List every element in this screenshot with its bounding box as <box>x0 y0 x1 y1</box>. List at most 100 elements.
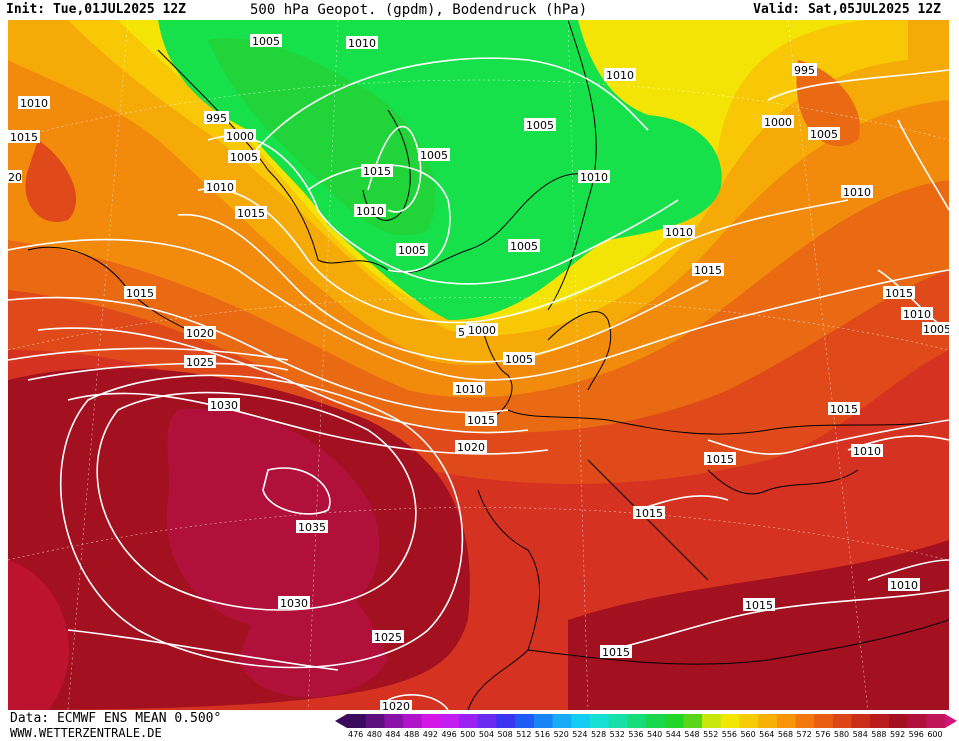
scale-tick-label: 568 <box>778 730 793 739</box>
svg-text:1015: 1015 <box>706 453 734 466</box>
svg-text:1010: 1010 <box>356 205 384 218</box>
isobar-label: 20 <box>8 170 22 184</box>
scale-tick-label: 588 <box>871 730 886 739</box>
isobar-label: 1000 <box>762 115 794 129</box>
scale-tick-label: 492 <box>423 730 438 739</box>
scale-tick-label: 516 <box>535 730 550 739</box>
isobar-label: 1005 <box>503 352 535 366</box>
isobar-labels: 1005 1010 1010 1015 20 995 1000 1005 101… <box>8 34 949 710</box>
svg-text:1005: 1005 <box>420 149 448 162</box>
isobar-label: 1025 <box>372 630 404 644</box>
scale-arrow-left <box>335 714 347 728</box>
scale-swatch <box>739 714 759 728</box>
svg-text:1025: 1025 <box>186 356 214 369</box>
scale-tick-label: 512 <box>516 730 531 739</box>
scale-swatch <box>832 714 853 728</box>
weather-map: 1005 1010 1010 1015 20 995 1000 1005 101… <box>8 20 949 710</box>
svg-text:1000: 1000 <box>764 116 792 129</box>
scale-swatch <box>459 714 479 728</box>
svg-text:1010: 1010 <box>606 69 634 82</box>
svg-text:1020: 1020 <box>457 441 485 454</box>
isobar-label: 1010 <box>204 180 236 194</box>
isobar-label: 1005 <box>418 148 450 162</box>
isobar-label: 1010 <box>663 225 695 239</box>
svg-text:1005: 1005 <box>510 240 538 253</box>
svg-text:1015: 1015 <box>467 414 495 427</box>
scale-tick-label: 488 <box>404 730 419 739</box>
scale-tick-label: 496 <box>441 730 456 739</box>
isobar-label: 1025 <box>184 355 216 369</box>
scale-swatch <box>646 714 666 728</box>
scale-tick-label: 480 <box>367 730 382 739</box>
init-time-label: Init: Tue,01JUL2025 12Z <box>6 2 187 17</box>
scale-tick-label: 484 <box>385 730 400 739</box>
isobar-label: 1015 <box>600 645 632 659</box>
isobar-label: 1005 <box>228 150 260 164</box>
svg-text:20: 20 <box>8 171 22 184</box>
svg-text:1015: 1015 <box>694 264 722 277</box>
isobar-label: 995 <box>204 111 229 125</box>
svg-text:1005: 1005 <box>505 353 533 366</box>
svg-text:1010: 1010 <box>903 308 931 321</box>
svg-text:995: 995 <box>794 64 815 77</box>
scale-tick-label: 524 <box>572 730 587 739</box>
scale-tick-label: 564 <box>759 730 774 739</box>
svg-text:1015: 1015 <box>237 207 265 220</box>
color-scale-legend: 476 480 484 488 492 496 500 504 508 512 516 520 524 5… <box>335 714 957 739</box>
scale-swatch <box>515 714 535 728</box>
scale-swatch <box>421 714 441 728</box>
isobar-label: 1005 <box>250 34 282 48</box>
scale-swatch <box>365 714 385 728</box>
scale-swatch <box>795 714 815 728</box>
isobar-label: 1010 <box>888 578 920 592</box>
isobar-label: 1010 <box>578 170 610 184</box>
isobar-label: 1010 <box>851 444 883 458</box>
scale-tick-label: 576 <box>815 730 830 739</box>
svg-text:1005: 1005 <box>810 128 838 141</box>
svg-text:1005: 1005 <box>252 35 280 48</box>
scale-tick-label: 508 <box>498 730 513 739</box>
isobar-label: 1030 <box>208 398 240 412</box>
scale-tick-label: 584 <box>853 730 868 739</box>
scale-tick-label: 556 <box>722 730 737 739</box>
isobar-label: 1015 <box>743 598 775 612</box>
scale-tick-label: 592 <box>890 730 905 739</box>
svg-text:1005: 1005 <box>923 323 949 336</box>
scale-tick-label: 580 <box>834 730 849 739</box>
scale-swatch <box>533 714 554 728</box>
isobar-label: 1005 <box>808 127 840 141</box>
svg-text:1010: 1010 <box>665 226 693 239</box>
svg-text:1010: 1010 <box>20 97 48 110</box>
isobar-label: 1020 <box>380 700 412 710</box>
scale-tick-label: 500 <box>460 730 475 739</box>
scale-swatch <box>926 714 946 728</box>
scale-swatch <box>403 714 423 728</box>
website-label: WWW.WETTERZENTRALE.DE <box>10 726 162 740</box>
scale-swatch <box>384 714 404 728</box>
svg-text:1015: 1015 <box>602 646 630 659</box>
isobar-label: 1000 <box>224 129 256 143</box>
scale-tick-label: 572 <box>797 730 812 739</box>
scale-swatch <box>608 714 628 728</box>
scale-tick-label: 596 <box>909 730 924 739</box>
valid-time-label: Valid: Sat,05JUL2025 12Z <box>753 2 941 17</box>
svg-text:5: 5 <box>458 326 465 339</box>
isobar-label: 1010 <box>901 307 933 321</box>
svg-text:1010: 1010 <box>348 37 376 50</box>
scale-tick-label: 476 <box>348 730 363 739</box>
svg-text:1010: 1010 <box>853 445 881 458</box>
svg-text:1000: 1000 <box>226 130 254 143</box>
scale-tick-label: 540 <box>647 730 662 739</box>
scale-swatch <box>627 714 647 728</box>
scale-tick-label: 544 <box>666 730 681 739</box>
svg-text:1010: 1010 <box>580 171 608 184</box>
scale-swatch <box>552 714 572 728</box>
isobar-label: 5 <box>456 325 466 339</box>
svg-text:1020: 1020 <box>186 327 214 340</box>
isobar-label: 1015 <box>692 263 724 277</box>
isobar-label: 1010 <box>346 36 378 50</box>
scale-swatch <box>477 714 497 728</box>
scale-swatch <box>683 714 703 728</box>
svg-text:1030: 1030 <box>210 399 238 412</box>
